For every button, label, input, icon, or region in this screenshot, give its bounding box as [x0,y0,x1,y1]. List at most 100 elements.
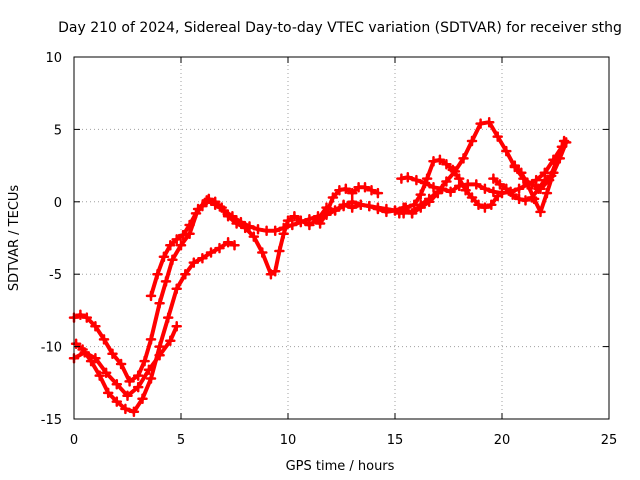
data-point-marker [111,378,123,390]
data-point-marker [165,239,176,251]
data-point-marker [145,334,157,345]
data-point-marker [190,208,202,219]
data-point-marker [541,187,553,199]
data-point-marker [177,229,189,241]
data-point-marker [222,211,234,222]
data-point-marker [340,183,352,195]
data-point-marker [428,156,439,167]
y-tick-label: 5 [54,123,62,138]
data-point-marker [252,224,264,235]
data-point-marker [372,203,384,215]
data-point-marker [441,176,452,187]
data-point-marker [449,166,461,177]
data-point-marker [222,237,234,248]
data-point-marker [282,215,294,226]
data-point-marker [539,174,551,186]
data-point-marker [171,283,182,294]
data-point-marker [445,186,456,197]
data-point-marker [507,189,518,200]
data-point-marker [216,202,227,213]
data-point-marker [423,193,435,205]
data-point-marker [396,173,407,184]
data-point-marker [488,186,499,197]
data-point-marker [494,179,506,190]
data-point-marker [528,193,540,205]
y-axis-label: SDTVAR / TECUs [7,185,22,292]
data-point-marker [346,187,358,199]
data-point-marker [513,183,525,195]
data-point-marker [90,352,101,364]
data-point-marker [90,321,101,332]
data-point-marker [432,186,444,197]
data-point-marker [143,364,155,376]
data-point-marker [334,184,345,196]
data-point-marker [175,239,187,251]
data-point-marker [441,158,452,170]
data-point-marker [122,390,133,402]
data-point-marker [128,406,140,418]
data-point-marker [402,171,414,183]
series-track-4 [149,191,440,298]
data-point-marker [184,219,195,231]
data-point-marker [75,309,86,320]
data-point-marker [400,202,411,213]
data-point-marker [513,193,525,205]
data-point-marker [346,202,358,213]
data-point-marker [394,208,405,219]
data-point-marker [205,247,217,258]
x-tick-label: 25 [601,433,618,448]
data-point-marker [139,355,150,367]
data-point-marker [364,200,375,212]
y-tick-label: 0 [54,196,62,211]
data-point-marker [501,145,512,157]
data-point-marker [171,321,182,332]
data-point-marker [421,173,433,184]
chart-title: Day 210 of 2024, Sidereal Day-to-day VTE… [58,20,622,36]
data-point-marker [94,370,105,381]
data-point-marker [171,234,182,245]
data-point-marker [269,225,281,237]
data-point-marker [180,268,191,280]
data-point-marker [239,222,251,234]
data-point-marker [479,202,491,213]
data-point-marker [520,195,531,206]
data-point-marker [289,211,300,222]
y-tick-label: -15 [41,413,62,428]
data-point-marker [304,219,315,231]
data-point-marker [269,266,281,277]
data-point-marker [355,199,367,210]
data-point-marker [81,312,93,323]
data-point-marker [231,218,242,229]
data-point-marker [100,367,112,378]
data-point-marker [197,200,208,212]
data-point-marker [535,206,546,218]
data-point-marker [533,183,544,195]
data-point-marker [516,167,527,179]
data-point-marker [483,116,495,128]
data-point-marker [79,347,90,358]
data-point-marker [229,239,240,251]
data-point-marker [158,251,170,263]
data-point-marker [327,192,339,203]
data-point-marker [295,215,307,226]
data-point-marker [415,199,426,210]
data-point-marker [509,160,521,171]
data-point-marker [473,199,484,210]
data-point-marker [492,131,503,142]
data-point-marker [137,393,148,404]
data-point-marker [471,179,482,190]
data-point-marker [406,208,418,219]
y-tick-label: -5 [49,268,62,283]
x-tick-label: 20 [494,433,511,448]
data-point-marker [458,153,469,164]
data-point-marker [167,254,178,265]
x-axis-label: GPS time / hours [286,459,395,474]
y-tick-label: -10 [41,341,62,356]
data-point-marker [248,231,260,242]
data-point-marker [460,184,471,196]
data-point-marker [154,350,165,361]
data-point-marker [486,199,497,210]
data-point-marker [120,403,131,415]
data-point-marker [475,118,486,129]
